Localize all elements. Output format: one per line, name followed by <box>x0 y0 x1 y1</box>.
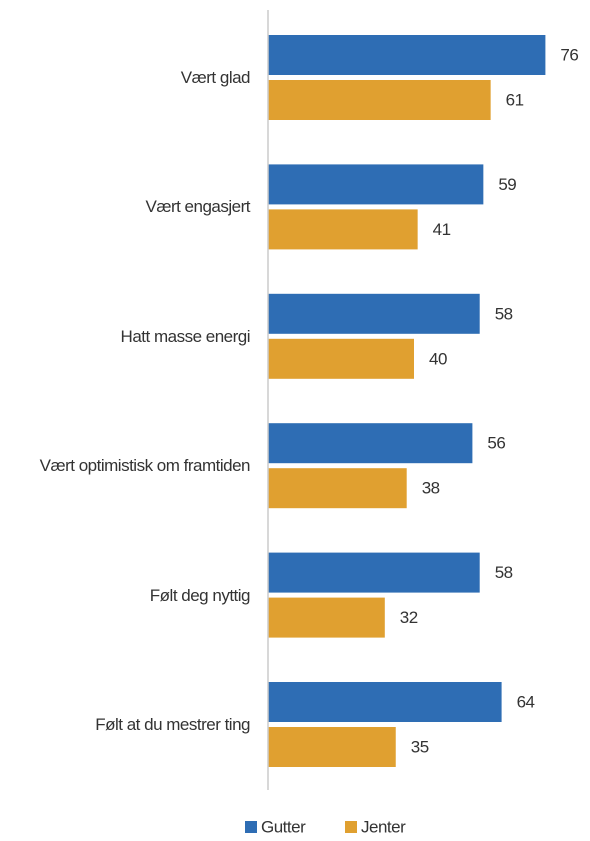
bar <box>268 164 484 205</box>
value-label: 38 <box>422 479 440 498</box>
value-label: 76 <box>560 45 578 64</box>
value-label: 32 <box>400 608 418 627</box>
legend-swatch <box>245 821 257 833</box>
value-label: 58 <box>495 304 513 323</box>
legend-label: Jenter <box>361 817 406 836</box>
bar <box>268 293 480 334</box>
category-label: Følt deg nyttig <box>149 585 251 605</box>
bar <box>268 423 473 464</box>
value-label: 41 <box>433 220 451 239</box>
bar <box>268 727 396 767</box>
value-label: 35 <box>411 737 429 756</box>
bar <box>268 468 407 509</box>
value-label: 56 <box>487 434 505 453</box>
category-label: Vært optimistisk om framtiden <box>39 456 251 476</box>
legend-label: Gutter <box>261 817 306 836</box>
value-label: 40 <box>429 349 447 368</box>
bar <box>268 35 546 75</box>
bar <box>268 80 491 120</box>
bar <box>268 597 385 638</box>
category-label: Vært glad <box>180 68 251 87</box>
value-label: 64 <box>517 692 535 711</box>
bar <box>268 338 414 379</box>
category-label: Følt at du mestrer ting <box>95 715 250 734</box>
legend-swatch <box>345 821 357 833</box>
value-label: 61 <box>506 90 524 109</box>
bar <box>268 552 480 593</box>
value-label: 58 <box>495 563 513 582</box>
value-label: 59 <box>498 175 516 194</box>
bar <box>268 209 418 250</box>
category-label: Vært engasjert <box>145 197 251 217</box>
category-label: Hatt masse energi <box>120 326 251 346</box>
bar <box>268 682 502 722</box>
